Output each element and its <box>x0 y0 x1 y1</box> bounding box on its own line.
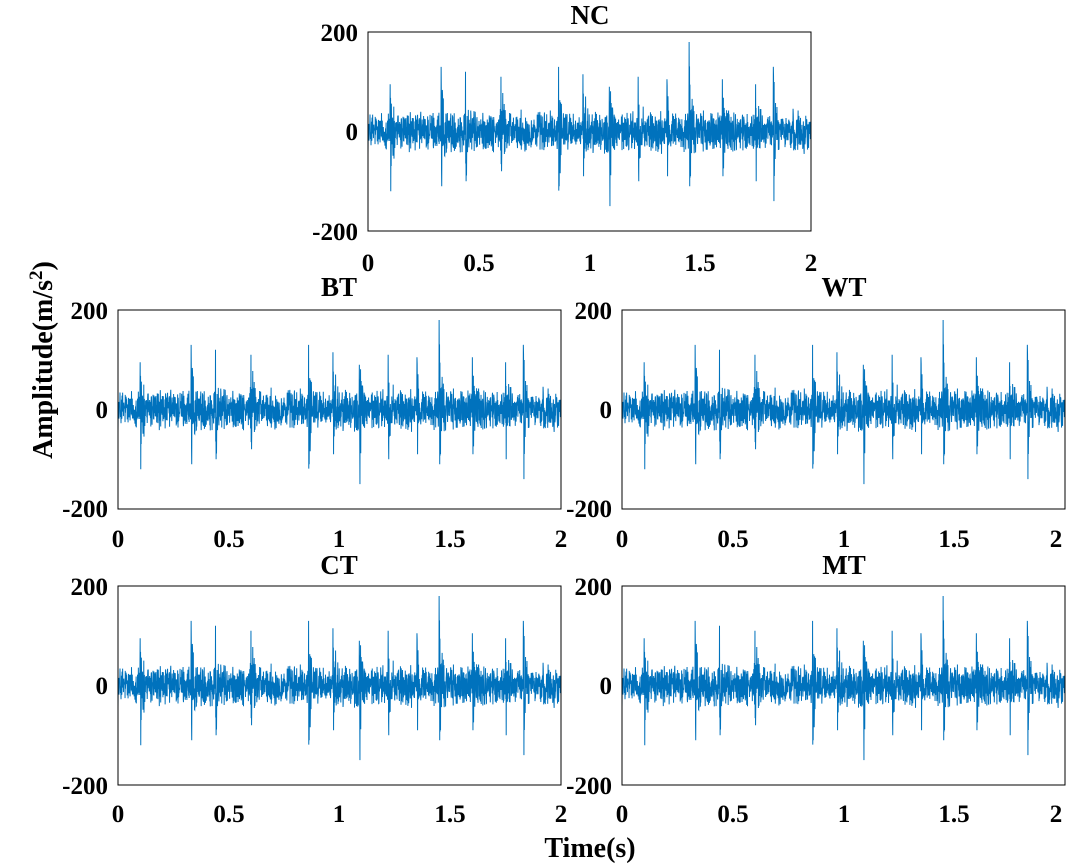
ytick-label-nc-200: 200 <box>321 20 359 47</box>
y-axis-label-superscript: 2 <box>26 270 47 280</box>
xtick-label-nc-0: 0 <box>362 250 375 277</box>
xtick-label-nc-1: 1 <box>584 250 597 277</box>
ytick-label-bt-0: 0 <box>96 397 109 424</box>
ytick-label-mt-0: 0 <box>600 673 613 700</box>
xtick-label-wt-1: 1 <box>838 526 851 553</box>
xtick-label-bt-2: 2 <box>555 526 568 553</box>
ytick-label-wt-200: 200 <box>575 298 613 325</box>
xtick-label-mt-0: 0 <box>616 801 629 828</box>
panel-ct: CT 200 0 -200 0 0.5 1 1.5 2 <box>62 550 567 828</box>
y-axis-label-suffix: ) <box>28 261 59 270</box>
signal-line-bt <box>117 319 562 485</box>
panel-wt: WT 200 0 -200 0 0.5 1 1.5 2 <box>566 272 1066 553</box>
signal-line-mt <box>621 595 1066 761</box>
plot-frame-wt <box>621 309 1066 510</box>
ytick-label-nc-0: 0 <box>346 119 359 146</box>
panel-nc: NC 200 0 -200 0 0.5 1 1.5 2 <box>312 0 817 277</box>
y-axis-label-main: Amplitude(m/s <box>28 280 59 459</box>
signal-line-wt <box>621 319 1066 485</box>
ytick-label-bt-200: 200 <box>71 298 109 325</box>
ytick-label-wt-neg200: -200 <box>566 496 612 523</box>
xtick-label-nc-1.5: 1.5 <box>684 250 715 277</box>
xtick-label-mt-0.5: 0.5 <box>717 801 748 828</box>
shared-y-axis-label: Amplitude(m/s2) <box>26 261 60 459</box>
signal-line-ct <box>117 595 562 761</box>
panel-title-bt: BT <box>321 272 357 302</box>
xtick-label-nc-2: 2 <box>805 250 818 277</box>
ytick-label-nc-neg200: -200 <box>312 219 358 246</box>
xtick-label-ct-1: 1 <box>333 801 346 828</box>
panel-title-wt: WT <box>821 272 866 302</box>
ytick-label-ct-neg200: -200 <box>62 773 108 800</box>
xtick-label-mt-1: 1 <box>838 801 851 828</box>
xtick-label-mt-2: 2 <box>1050 801 1063 828</box>
plot-frame-bt <box>117 309 562 510</box>
plot-area-ct <box>117 595 562 761</box>
xtick-label-bt-1: 1 <box>333 526 346 553</box>
panel-bt: BT 200 0 -200 0 0.5 1 1.5 2 <box>62 272 567 553</box>
panel-title-ct: CT <box>320 550 358 580</box>
panel-title-mt: MT <box>822 550 866 580</box>
shared-x-axis-label: Time(s) <box>544 833 635 864</box>
panel-title-nc: NC <box>571 0 610 30</box>
ytick-label-ct-200: 200 <box>71 574 109 601</box>
plot-area-bt <box>117 319 562 485</box>
xtick-label-ct-2: 2 <box>555 801 568 828</box>
xtick-label-wt-0: 0 <box>616 526 629 553</box>
signal-line-nc <box>367 41 812 207</box>
ytick-label-wt-0: 0 <box>600 397 613 424</box>
xtick-label-wt-2: 2 <box>1050 526 1063 553</box>
plot-area-mt <box>621 595 1066 761</box>
xtick-label-mt-1.5: 1.5 <box>938 801 969 828</box>
ytick-label-mt-200: 200 <box>575 574 613 601</box>
xtick-label-ct-1.5: 1.5 <box>434 801 465 828</box>
plot-frame-ct <box>117 585 562 786</box>
xtick-label-wt-1.5: 1.5 <box>938 526 969 553</box>
plot-area-nc <box>367 41 812 207</box>
plot-frame-mt <box>621 585 1066 786</box>
plot-area-wt <box>621 319 1066 485</box>
xtick-label-wt-0.5: 0.5 <box>717 526 748 553</box>
panel-mt: MT 200 0 -200 0 0.5 1 1.5 2 <box>566 550 1066 828</box>
xtick-label-bt-1.5: 1.5 <box>434 526 465 553</box>
xtick-label-ct-0: 0 <box>112 801 125 828</box>
xtick-label-bt-0: 0 <box>112 526 125 553</box>
ytick-label-ct-0: 0 <box>96 673 109 700</box>
ytick-label-mt-neg200: -200 <box>566 773 612 800</box>
xtick-label-bt-0.5: 0.5 <box>213 526 244 553</box>
ytick-label-bt-neg200: -200 <box>62 496 108 523</box>
plot-frame-nc <box>367 31 812 232</box>
xtick-label-nc-0.5: 0.5 <box>463 250 494 277</box>
xtick-label-ct-0.5: 0.5 <box>213 801 244 828</box>
